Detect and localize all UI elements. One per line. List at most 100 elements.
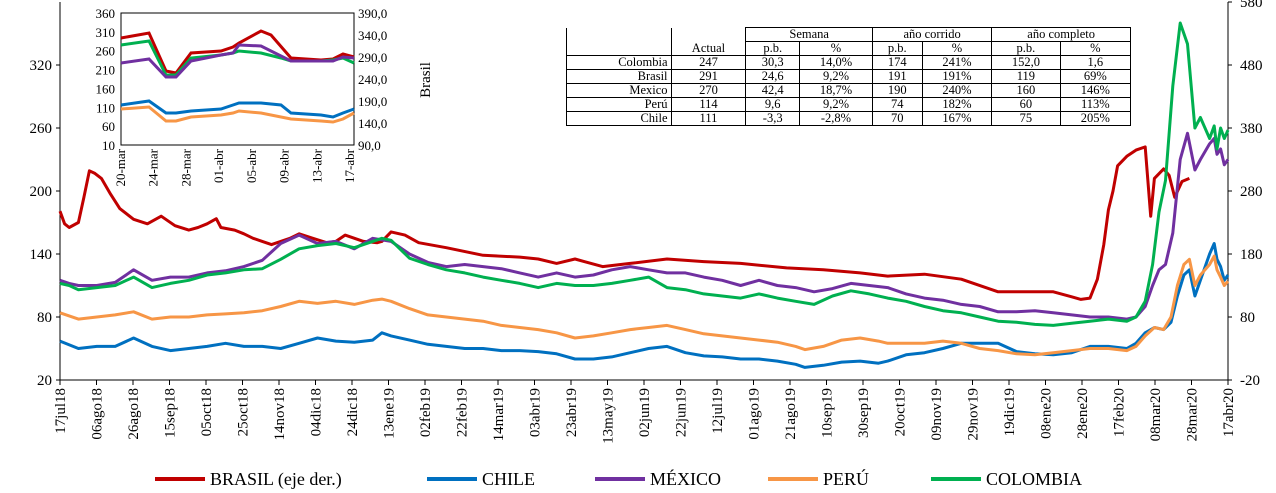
header-anio-completo: año completo: [991, 27, 1131, 42]
inset-right-tick: 240,0: [358, 72, 387, 87]
table-cell-actual: 111: [670, 111, 747, 126]
inset-left-tick: 260: [96, 44, 116, 59]
inset-x-tick: 28-mar: [178, 148, 193, 186]
table-cell-c_pct: 240%: [921, 83, 993, 98]
inset-x-tick: 17-abr: [342, 148, 357, 183]
table-cell-actual: 114: [670, 97, 747, 112]
legend-label: PERÚ: [823, 468, 869, 489]
right-tick-label: -20: [1240, 373, 1260, 389]
header-pct: %: [921, 41, 993, 56]
table-cell-a_pct: 205%: [1059, 111, 1132, 126]
x-tick-label: 05oct18: [199, 388, 215, 436]
header-actual: Actual: [670, 41, 747, 56]
table-cell-a_pb: 160: [991, 83, 1061, 98]
inset-right-tick: 290,0: [358, 50, 387, 65]
header-anio-corrido: año corrido: [871, 27, 993, 42]
inset-left-tick: 60: [102, 119, 115, 134]
table-cell-s_pb: -3,3: [745, 111, 800, 126]
inset-right-tick: 90,0: [358, 138, 381, 153]
x-tick-label: 17abr20: [1221, 388, 1237, 437]
inset-series-line: [120, 43, 355, 79]
table-cell-c_pct: 241%: [921, 55, 993, 70]
x-tick-label: 01ago19: [747, 388, 763, 440]
x-tick-label: 29nov19: [966, 388, 982, 441]
x-tick-label: 22feb19: [455, 388, 471, 437]
series-line-colombia: [59, 21, 1230, 327]
table-cell-s_pct: 14,0%: [798, 55, 873, 70]
table-cell-actual: 270: [670, 83, 747, 98]
legend-label: CHILE: [482, 469, 535, 489]
x-tick-label: 19dic19: [1002, 388, 1018, 436]
x-tick-label: 23abr19: [564, 388, 580, 437]
table-cell-s_pb: 42,4: [745, 83, 800, 98]
x-tick-label: 02jun19: [637, 388, 653, 437]
x-tick-label: 28ene20: [1075, 388, 1091, 439]
table-row: Mexico 270 42,4 18,7% 190 240% 160 146%: [566, 83, 1132, 98]
x-tick-label: 14mar19: [491, 388, 507, 441]
series-line-brasil: [58, 145, 1190, 301]
series-line-méxico: [59, 131, 1230, 321]
x-tick-label: 08mar20: [1148, 388, 1164, 441]
table-cell-pais: Perú: [566, 97, 672, 112]
inset-left-tick: 110: [96, 100, 115, 115]
legend: BRASIL (eje der.) CHILE MÉXICO PERÚ COLOMBIA: [155, 468, 1082, 490]
table-cell-a_pct: 113%: [1059, 97, 1132, 112]
x-tick-label: 03abr19: [528, 388, 544, 437]
header-pb: p.b.: [991, 41, 1061, 56]
summary-table: Semana año corrido año completo Actual p…: [566, 27, 1132, 126]
table-cell-pais: Mexico: [566, 83, 672, 98]
table-cell-s_pct: 18,7%: [798, 83, 873, 98]
inset-x-tick: 13-abr: [309, 148, 324, 183]
inset-series-line: [120, 105, 355, 124]
table-cell-a_pb: 152,0: [991, 55, 1061, 70]
table-cell-c_pct: 182%: [921, 97, 993, 112]
table-cell-pais: Chile: [566, 111, 672, 126]
x-tick-label: 14nov18: [272, 388, 288, 441]
table-cell-actual: 247: [670, 55, 747, 70]
right-tick-label: 180: [1240, 247, 1263, 263]
x-tick-label: 04dic18: [309, 388, 325, 436]
inset-left-tick: 160: [96, 81, 116, 96]
left-tick-label: 20: [37, 373, 52, 389]
inset-x-tick: 09-abr: [277, 148, 292, 183]
table-cell-c_pct: 191%: [921, 69, 993, 84]
right-tick-label: 580: [1240, 0, 1263, 11]
inset-series-line: [120, 99, 355, 119]
x-tick-label: 10sep19: [820, 388, 836, 438]
table-cell-actual: 291: [670, 69, 747, 84]
inset-left-tick: 210: [96, 63, 116, 78]
inset-x-tick: 01-abr: [211, 148, 226, 183]
header-pct: %: [1059, 41, 1132, 56]
table-cell-a_pb: 119: [991, 69, 1061, 84]
left-tick-label: 200: [30, 184, 53, 200]
x-tick-label: 13ene19: [382, 388, 398, 439]
table-cell-c_pb: 70: [871, 111, 923, 126]
x-tick-label: 13may19: [601, 388, 617, 444]
inset-chart: 10 60 110 160 210 260 310 360 90,0 140,0 190,0 240,…: [96, 6, 435, 187]
legend-label: COLOMBIA: [986, 469, 1082, 489]
table-cell-a_pct: 1,6: [1059, 55, 1132, 70]
x-tick-label: 21ago19: [783, 388, 799, 440]
table-cell-s_pb: 24,6: [745, 69, 800, 84]
table-row: Chile 111 -3,3 -2,8% 70 167% 75 205%: [566, 111, 1132, 126]
left-tick-label: 320: [30, 58, 53, 74]
x-tick-label: 25oct18: [236, 388, 252, 436]
legend-label: BRASIL (eje der.): [210, 469, 342, 490]
right-tick-label: 480: [1240, 58, 1263, 74]
table-cell-s_pct: 9,2%: [798, 97, 873, 112]
header-pb: p.b.: [745, 41, 800, 56]
x-tick-label: 17jul18: [53, 388, 69, 434]
x-tick-label: 17feb20: [1112, 388, 1128, 437]
left-tick-label: 260: [30, 121, 53, 137]
x-tick-label: 30sep19: [856, 388, 872, 438]
inset-right-tick: 190,0: [358, 94, 387, 109]
header-semana: Semana: [745, 27, 873, 42]
x-tick-label: 28mar20: [1185, 388, 1201, 441]
inset-right-tick: 140,0: [358, 116, 387, 131]
table-cell-c_pb: 190: [871, 83, 923, 98]
table-row: Brasil 291 24,6 9,2% 191 191% 119 69%: [566, 69, 1132, 84]
right-tick-label: 80: [1240, 310, 1255, 326]
table-cell-c_pb: 74: [871, 97, 923, 112]
inset-x-tick: 24-mar: [146, 148, 161, 186]
legend-label: MÉXICO: [650, 468, 721, 489]
